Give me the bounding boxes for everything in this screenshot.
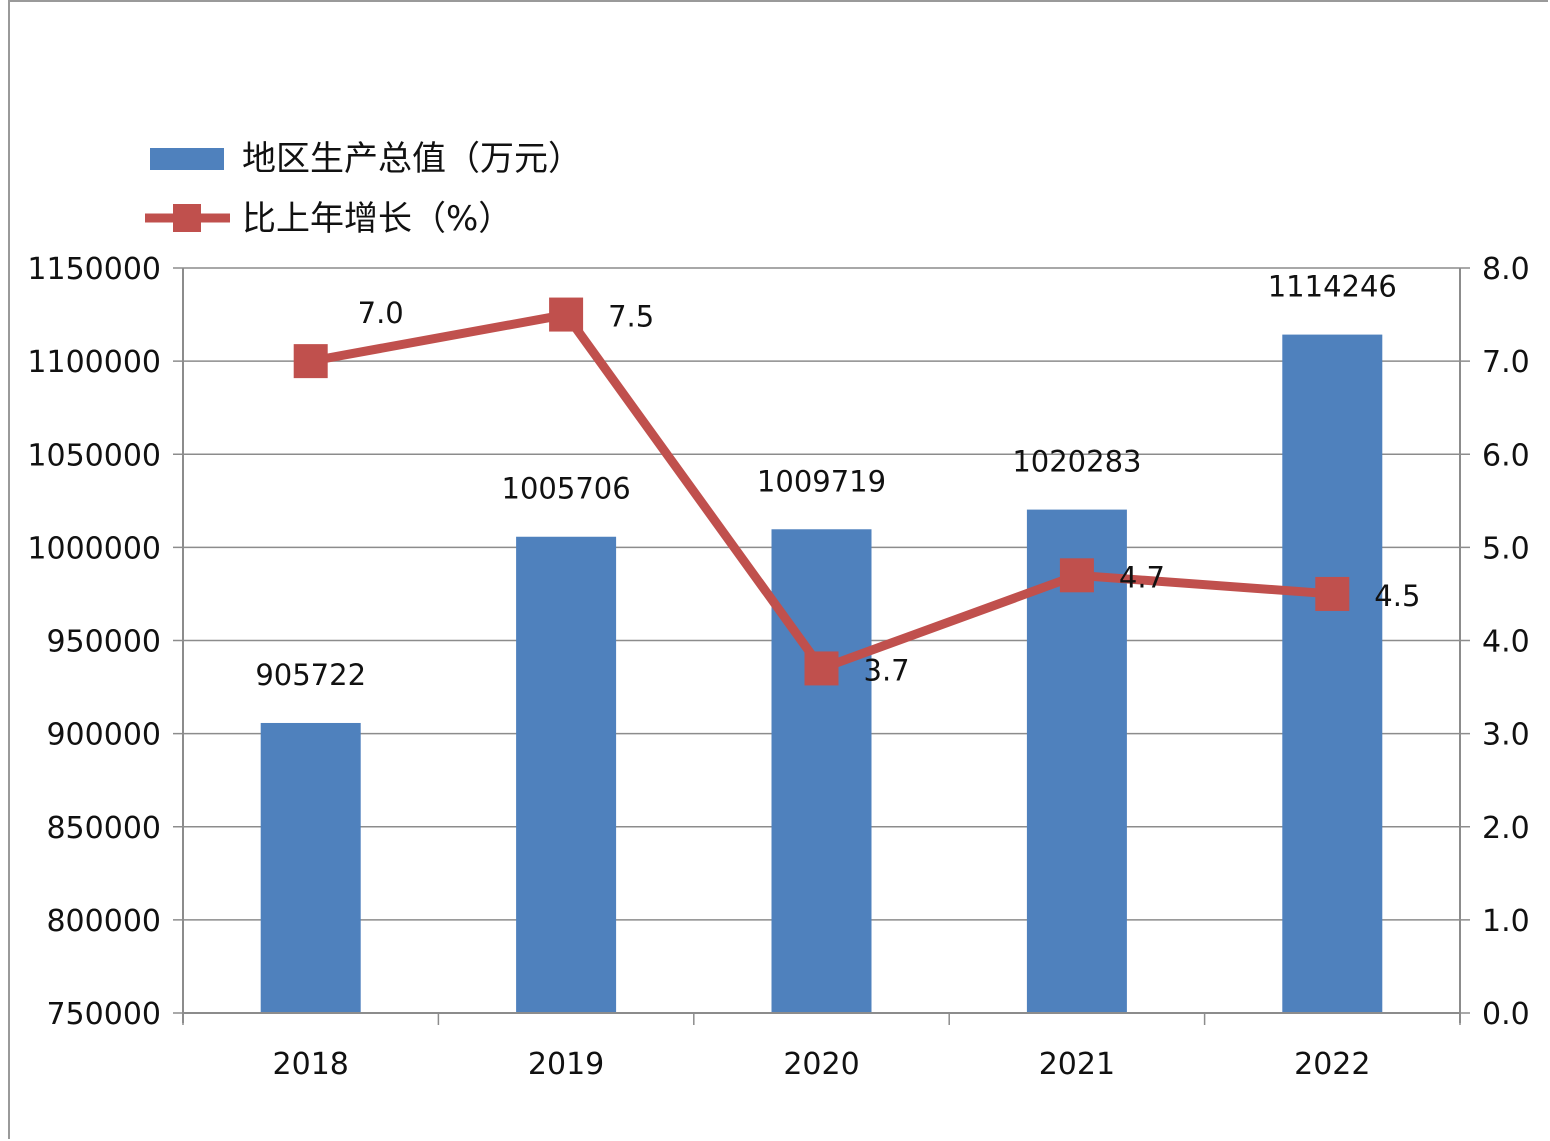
bar bbox=[516, 536, 617, 1013]
x-tick-label: 2021 bbox=[1039, 1047, 1115, 1082]
data-labels: 905722 1005706 1009719 1020283 1114246 7.0 7.5… bbox=[255, 270, 1420, 692]
line-point bbox=[804, 651, 839, 686]
y-left-tick-label: 850000 bbox=[46, 811, 161, 846]
y-left-tick-label: 950000 bbox=[46, 625, 161, 660]
y-right-tick-label: 1.0 bbox=[1482, 904, 1530, 939]
bar-value-label: 1114246 bbox=[1268, 270, 1397, 304]
line-value-label: 3.7 bbox=[864, 653, 910, 687]
line-point bbox=[293, 344, 328, 379]
line-value-label: 7.5 bbox=[608, 300, 654, 334]
line-value-label: 4.7 bbox=[1119, 560, 1165, 594]
y-right-tick-label: 4.0 bbox=[1482, 625, 1530, 660]
y-left-tick-label: 800000 bbox=[46, 904, 161, 939]
line-value-label: 7.0 bbox=[358, 296, 404, 330]
bar-value-label: 905722 bbox=[255, 658, 366, 692]
line-value-label: 4.5 bbox=[1374, 579, 1420, 613]
y-right-tick-label: 0.0 bbox=[1482, 997, 1530, 1032]
line-point bbox=[1059, 558, 1094, 593]
bar bbox=[771, 529, 872, 1013]
y-left-tick-label: 1150000 bbox=[27, 252, 161, 287]
bar-value-label: 1020283 bbox=[1012, 445, 1141, 479]
y-right-tick-label: 3.0 bbox=[1482, 718, 1530, 753]
bar bbox=[1282, 334, 1383, 1014]
chart-frame bbox=[8, 0, 1548, 1139]
line-point bbox=[549, 297, 584, 332]
y-left-tick-label: 900000 bbox=[46, 718, 161, 753]
y-right-tick-label: 8.0 bbox=[1482, 252, 1530, 287]
bar bbox=[260, 722, 361, 1013]
legend-swatch-bar bbox=[150, 148, 224, 170]
y-left-tick-label: 750000 bbox=[46, 997, 161, 1032]
y-right-tick-label: 2.0 bbox=[1482, 811, 1530, 846]
bar-value-label: 1009719 bbox=[757, 464, 886, 498]
line-point bbox=[1315, 576, 1350, 611]
y-left-tick-label: 1100000 bbox=[27, 345, 161, 380]
bar bbox=[1026, 509, 1127, 1013]
axes: 750000 800000 850000 900000 950000 1000000 105… bbox=[27, 252, 1529, 1082]
x-tick-label: 2019 bbox=[528, 1047, 604, 1082]
legend: 地区生产总值（万元） 比上年增长（%） bbox=[145, 139, 582, 239]
line-series bbox=[293, 297, 1350, 686]
legend-label-bar: 地区生产总值（万元） bbox=[242, 139, 582, 179]
y-left-tick-label: 1050000 bbox=[27, 438, 161, 473]
x-tick-label: 2018 bbox=[273, 1047, 349, 1082]
legend-label-line: 比上年增长（%） bbox=[242, 199, 512, 239]
legend-swatch-marker bbox=[173, 204, 201, 232]
y-right-tick-label: 6.0 bbox=[1482, 438, 1530, 473]
bar-value-label: 1005706 bbox=[502, 472, 631, 506]
bar-series bbox=[260, 334, 1383, 1014]
x-tick-label: 2022 bbox=[1294, 1047, 1370, 1082]
y-right-tick-label: 7.0 bbox=[1482, 345, 1530, 380]
y-left-tick-label: 1000000 bbox=[27, 531, 161, 566]
y-right-tick-label: 5.0 bbox=[1482, 531, 1530, 566]
x-tick-label: 2020 bbox=[783, 1047, 859, 1082]
